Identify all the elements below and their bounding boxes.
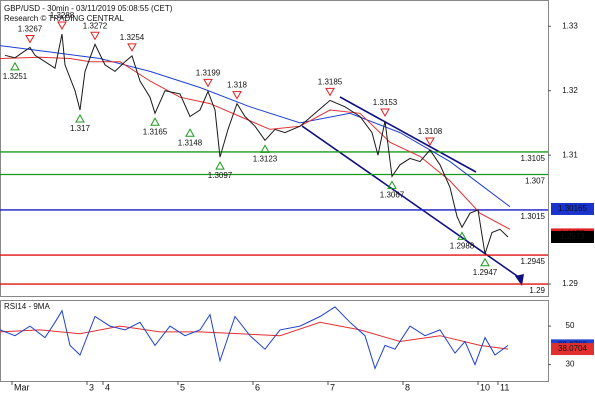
low-label: 1.3097: [208, 171, 233, 180]
y-tick-label: 1.29: [562, 279, 578, 288]
price-tag-box: [551, 202, 594, 215]
high-marker: [57, 21, 67, 31]
high-label: 1.3199: [196, 68, 221, 77]
low-marker: [75, 114, 85, 123]
chart-subtitle: Research © TRADING CENTRAL: [4, 14, 125, 23]
level-label: 1.307: [525, 177, 546, 186]
high-marker: [380, 108, 390, 118]
low-marker: [150, 117, 160, 126]
high-marker: [425, 137, 435, 147]
low-label: 1.317: [70, 124, 91, 133]
high-marker: [232, 91, 242, 100]
price-tag-label: 1.30165: [558, 204, 587, 213]
low-marker: [480, 257, 490, 267]
level-label: 1.29: [529, 286, 545, 295]
high-marker: [25, 35, 35, 44]
x-tick-label: 4: [105, 382, 110, 392]
high-label: 1.3254: [120, 33, 145, 42]
low-label: 1.3067: [380, 191, 405, 200]
chart-title: GBP/USD - 30min - 03/11/2019 05:08:55 (C…: [4, 4, 173, 13]
price-tag-label: 1.2973: [560, 232, 585, 241]
low-label: 1.3123: [253, 154, 278, 163]
high-marker: [90, 31, 100, 41]
y-tick-label: 30: [566, 360, 575, 369]
x-tick-label: 11: [500, 382, 509, 392]
y-tick-label: 1.31: [562, 150, 578, 159]
x-tick-label: Mar: [14, 382, 30, 392]
low-marker: [10, 61, 20, 71]
series-line: [0, 56, 511, 230]
channel-line: [339, 96, 477, 173]
high-marker: [203, 78, 213, 88]
high-marker: [127, 43, 137, 52]
series-line: [0, 321, 509, 350]
series-line: [4, 33, 509, 254]
low-label: 1.3251: [3, 72, 28, 81]
high-label: 1.3272: [83, 21, 108, 30]
low-marker: [457, 231, 467, 240]
price-tag-box: [551, 231, 594, 243]
low-label: 1.3148: [178, 138, 203, 147]
low-marker: [387, 180, 397, 189]
high-label: 1.318: [227, 81, 248, 90]
low-label: 1.2947: [473, 268, 498, 277]
rsi-tag-box: [551, 343, 594, 356]
level-label: 1.2945: [521, 257, 546, 266]
high-label: 1.3108: [418, 127, 443, 136]
high-marker: [325, 87, 335, 97]
rsi-title: RSI14 - 9MA: [4, 302, 50, 311]
level-label: 1.3015: [521, 212, 546, 221]
x-tick-label: 7: [330, 382, 335, 392]
low-label: 1.3165: [143, 127, 168, 136]
y-tick-label: 50: [566, 321, 575, 330]
channel-arrow: [515, 274, 524, 286]
x-tick-label: 6: [255, 382, 260, 392]
high-label: 1.3288: [50, 11, 75, 20]
series-line: [0, 45, 511, 208]
x-tick-label: 3: [89, 382, 94, 392]
high-label: 1.3153: [373, 98, 398, 107]
low-marker: [215, 161, 225, 170]
rsi-panel: [0, 300, 549, 382]
y-tick-label: 1.32: [562, 86, 578, 95]
low-marker: [185, 128, 195, 137]
low-marker: [260, 144, 270, 153]
high-label: 1.3267: [18, 25, 43, 34]
low-label: 1.2988: [450, 241, 475, 250]
price-panel: [0, 0, 549, 297]
y-tick-label: 1.33: [562, 21, 578, 30]
x-tick-label: 8: [405, 382, 410, 392]
high-label: 1.3185: [318, 77, 343, 86]
x-tick-label: 10: [480, 382, 490, 392]
x-tick-label: 5: [180, 382, 185, 392]
series-line: [0, 306, 509, 370]
rsi-tag-label: 38.0704: [558, 344, 587, 353]
level-label: 1.3105: [521, 154, 546, 163]
